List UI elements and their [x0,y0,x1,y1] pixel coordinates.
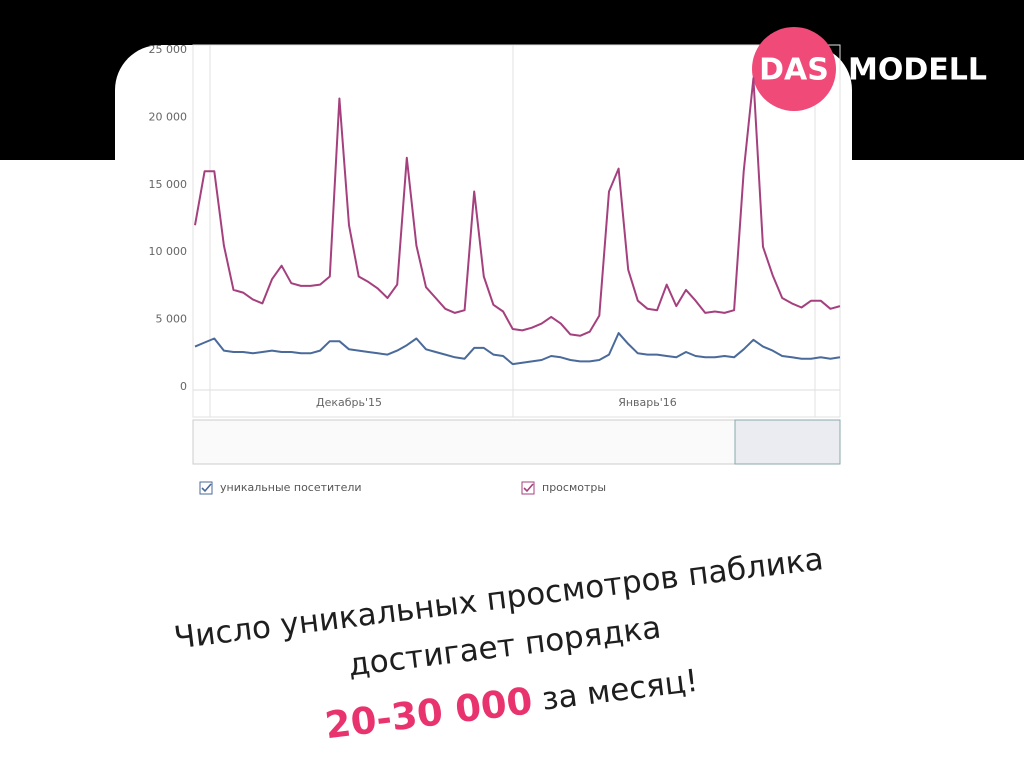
legend-checkbox[interactable] [199,481,213,495]
logo-name: MODELL [848,53,987,88]
caption-tail: за месяц! [540,662,700,717]
y-tick-label: 5 000 [156,313,188,326]
caption: Число уникальных просмотров паблика дост… [172,541,825,747]
x-tick-label: Январь'16 [618,396,677,409]
legend-label: уникальные посетители [220,481,362,494]
y-tick-label: 25 000 [149,43,188,56]
navigator-selection [734,419,841,465]
y-tick-label: 0 [180,380,187,393]
legend-checkbox[interactable] [521,481,535,495]
caption-highlight: 20-30 000 [323,679,535,747]
y-tick-label: 10 000 [149,245,188,258]
y-tick-label: 15 000 [149,178,188,191]
x-tick-label: Декабрь'15 [316,396,382,409]
legend-label: просмотры [542,481,606,494]
series-line [194,77,841,337]
y-tick-label: 20 000 [149,110,188,123]
check-mark [201,483,212,493]
logo-circle [752,27,836,111]
plot-frame [192,44,841,418]
check-mark [523,483,534,493]
series-line [194,332,841,366]
logo-mark: DAS [759,53,829,88]
